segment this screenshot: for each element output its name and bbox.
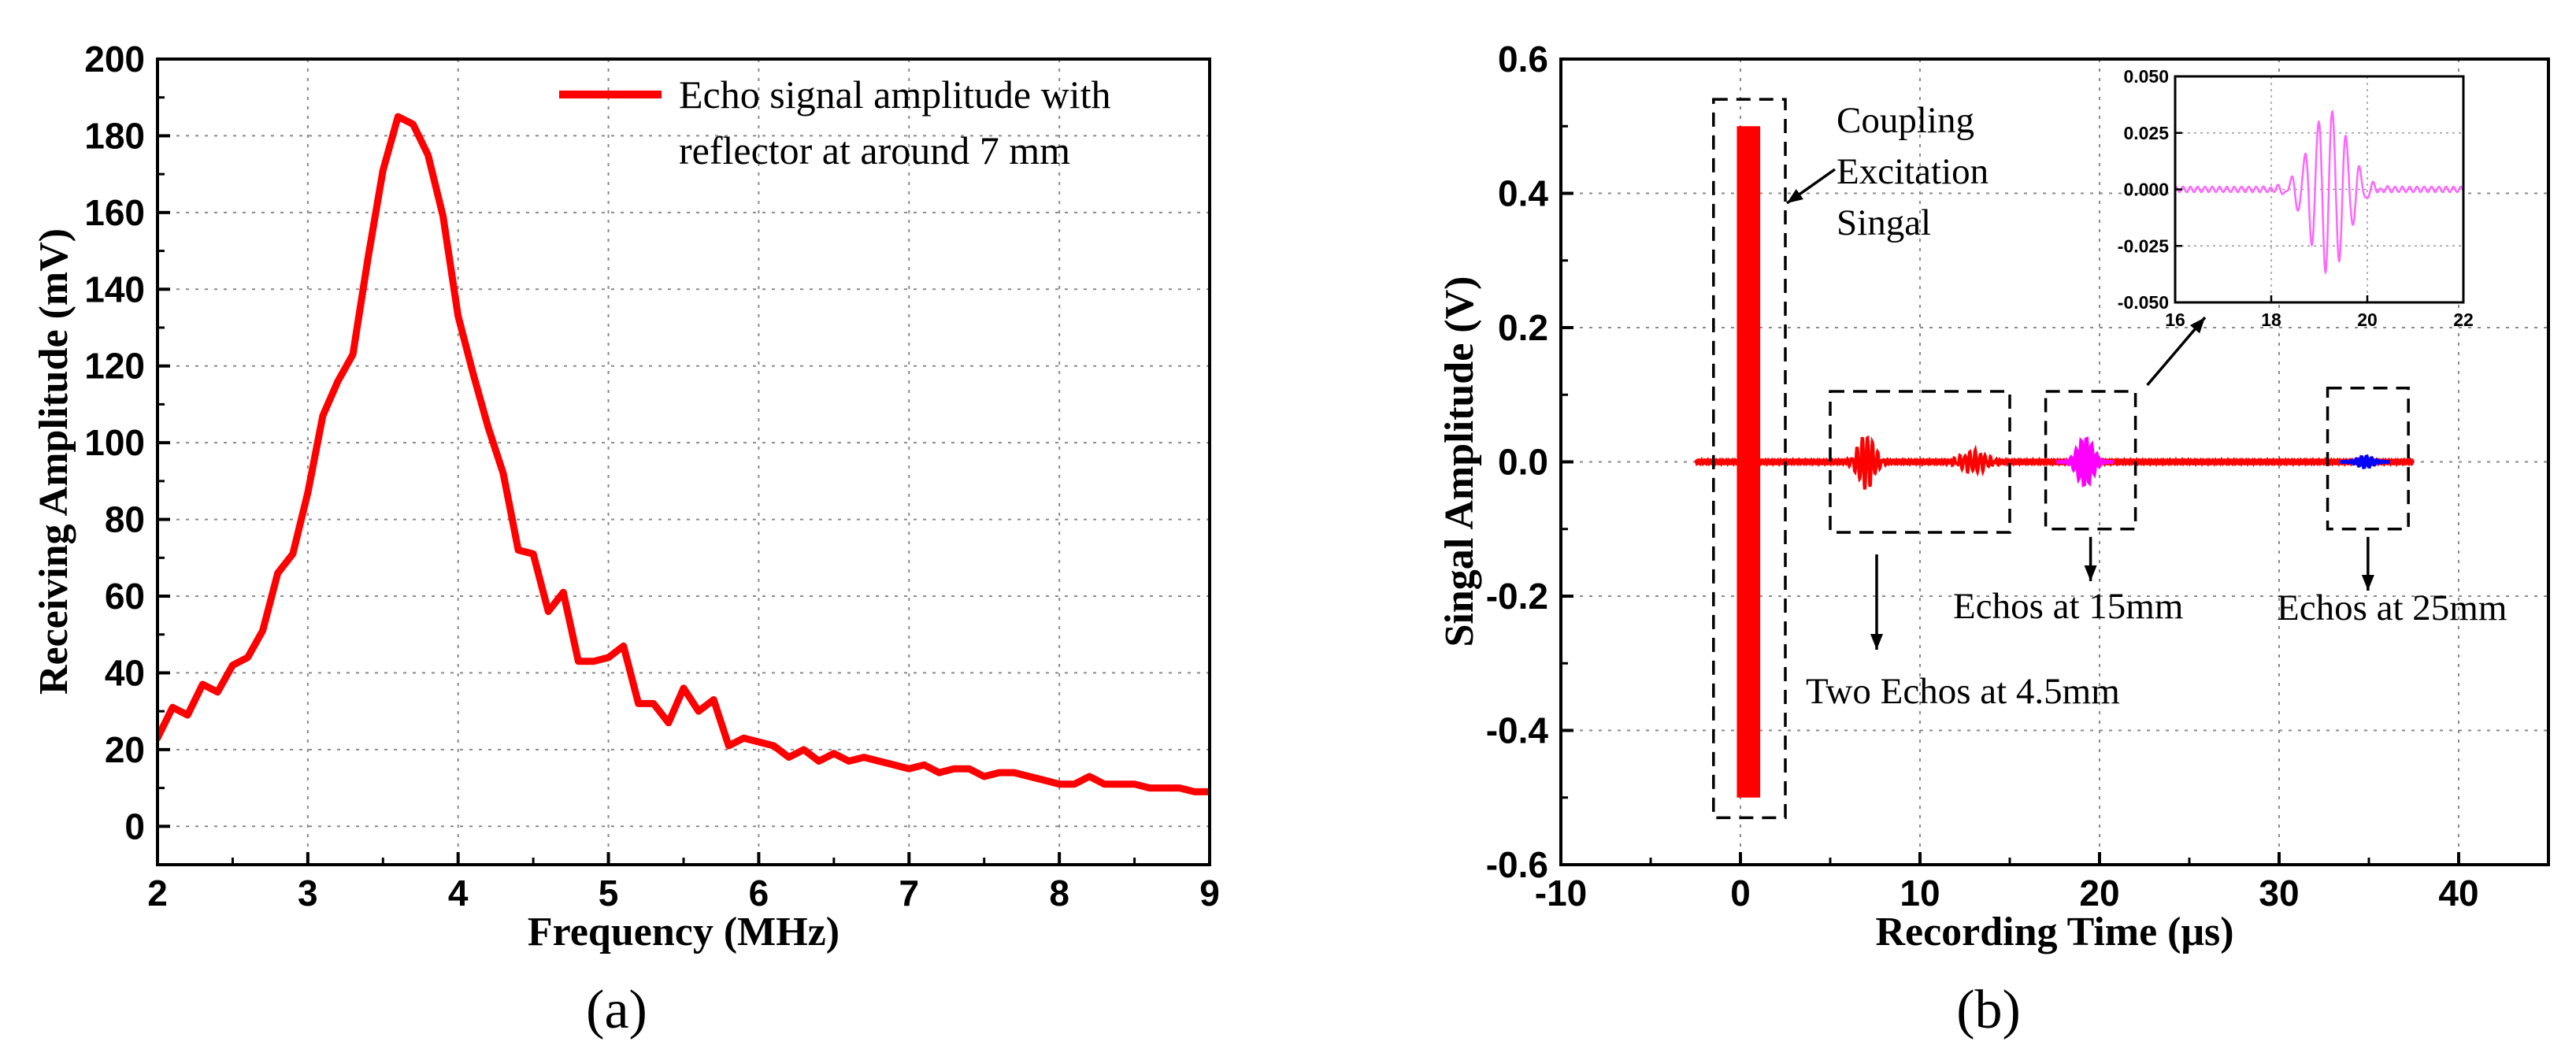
inset-x-tick-label: 18 <box>2261 309 2281 330</box>
y-tick-label: 140 <box>84 269 145 309</box>
inset-y-tick-label: 0.000 <box>2123 180 2169 200</box>
inset-y-tick-label: -0.025 <box>2118 235 2169 256</box>
inset-chart: 16 18 20 22 -0.050 -0.025 0.000 0.025 0.050 <box>2118 66 2474 330</box>
x-tick-label: 3 <box>298 873 318 914</box>
y-tick-label: 0.4 <box>1498 173 1548 214</box>
inset-y-tick-label: 0.050 <box>2123 66 2169 87</box>
inset-y-tick-label: -0.050 <box>2118 292 2169 313</box>
echo-15mm-arrow-head <box>2084 565 2097 581</box>
inset-x-tick-label: 22 <box>2453 309 2474 330</box>
y-tick-label: -0.2 <box>1486 576 1548 617</box>
x-tick-label: 8 <box>1049 873 1069 914</box>
echo-4-5mm-arrow-head <box>1870 634 1883 650</box>
panel-a-grid <box>158 59 1210 865</box>
y-tick-label: 40 <box>105 652 145 693</box>
legend-text-line-2: reflector at around 7 mm <box>679 128 1070 172</box>
coupling-label-line-2: Excitation <box>1837 151 1989 192</box>
x-tick-label: 6 <box>749 873 769 914</box>
y-tick-label: -0.4 <box>1486 710 1549 751</box>
x-tick-label: -10 <box>1535 873 1587 914</box>
y-tick-label: 200 <box>84 39 145 80</box>
echo-25mm-arrow-head <box>2361 575 2374 591</box>
panel-a-legend: Echo signal amplitude with reflector at … <box>559 72 1111 172</box>
y-tick-label: 80 <box>105 499 145 540</box>
echo-15mm-label: Echos at 15mm <box>1953 586 2183 627</box>
inset-x-tick-label: 20 <box>2357 309 2378 330</box>
panel-b-ticks: -10 0 10 20 30 40 -0.6 -0.4 -0.2 0.0 0.2 0.4 0.6 <box>1486 39 2479 914</box>
x-tick-label: 0 <box>1730 873 1751 914</box>
coupling-label-line-3: Singal <box>1837 202 1931 243</box>
coupling-label-line-1: Coupling <box>1837 100 1974 141</box>
echo-25mm-box <box>2326 386 2410 531</box>
y-tick-label: 100 <box>84 422 145 463</box>
panel-a-plot <box>158 113 1210 795</box>
inset-y-tick-label: 0.025 <box>2123 123 2169 143</box>
panel-a-label: (a) <box>586 980 647 1040</box>
y-tick-label: 0 <box>124 806 145 847</box>
panel-b-y-axis-title: Singal Amplitude (V) <box>1437 276 1482 647</box>
signal-trace-baseline <box>1694 435 2415 490</box>
x-tick-label: 40 <box>2438 873 2478 914</box>
panel-a: 2 3 4 5 6 7 8 9 0 20 40 60 80 100 120 140 160 180 200 Echo… <box>32 39 1220 1040</box>
y-tick-label: 0.2 <box>1498 307 1548 348</box>
x-tick-label: 30 <box>2259 873 2299 914</box>
signal-trace-echo-25mm <box>2340 454 2390 469</box>
coupling-box <box>1712 98 1787 820</box>
inset-arrow-head <box>2189 317 2205 334</box>
panel-b-annotations: Coupling Excitation Singal Two Echos at … <box>1712 98 2507 820</box>
inset-x-tick-label: 16 <box>2165 309 2185 330</box>
x-tick-label: 7 <box>899 873 919 914</box>
x-tick-label: 10 <box>1900 873 1940 914</box>
x-tick-label: 2 <box>147 873 168 914</box>
inset-ticks: 16 18 20 22 -0.050 -0.025 0.000 0.025 0.050 <box>2118 66 2474 330</box>
y-tick-label: 120 <box>84 346 145 387</box>
legend-text-line-1: Echo signal amplitude with <box>679 72 1111 117</box>
x-tick-label: 4 <box>448 873 469 914</box>
inset-signal-trace <box>2175 109 2463 275</box>
y-tick-label: 180 <box>84 115 145 156</box>
panel-b-label: (b) <box>1956 980 2021 1040</box>
x-tick-label: 9 <box>1199 873 1220 914</box>
panel-a-ticks: 2 3 4 5 6 7 8 9 0 20 40 60 80 100 120 140 160 180 200 <box>84 39 1220 914</box>
y-tick-label: 160 <box>84 192 145 233</box>
panel-b: -10 0 10 20 30 40 -0.6 -0.4 -0.2 0.0 0.2 0.4 0.6 Cou… <box>1437 39 2550 1040</box>
y-tick-label: 0.0 <box>1498 442 1548 483</box>
x-tick-label: 5 <box>599 873 619 914</box>
panel-a-y-axis-title: Receiving Amplitude (mV) <box>32 228 76 695</box>
y-tick-label: 0.6 <box>1498 39 1548 80</box>
y-tick-label: 60 <box>105 576 145 617</box>
y-tick-label: -0.6 <box>1486 844 1548 885</box>
echo-4-5mm-label: Two Echos at 4.5mm <box>1806 671 2120 712</box>
x-tick-label: 20 <box>2079 873 2119 914</box>
signal-trace-echo-15mm <box>2056 436 2115 487</box>
panel-b-x-axis-title: Recording Time (μs) <box>1875 910 2233 954</box>
inset-plot <box>2175 109 2463 275</box>
y-tick-label: 20 <box>105 729 145 770</box>
panel-a-x-axis-title: Frequency (MHz) <box>528 910 840 954</box>
coupling-arrow-head <box>1787 188 1803 203</box>
series-line-echo-amplitude <box>158 113 1210 795</box>
panel-b-plot <box>1694 126 2415 798</box>
echo-25mm-label: Echos at 25mm <box>2277 587 2507 628</box>
signal-trace-excitation <box>1736 126 1761 798</box>
